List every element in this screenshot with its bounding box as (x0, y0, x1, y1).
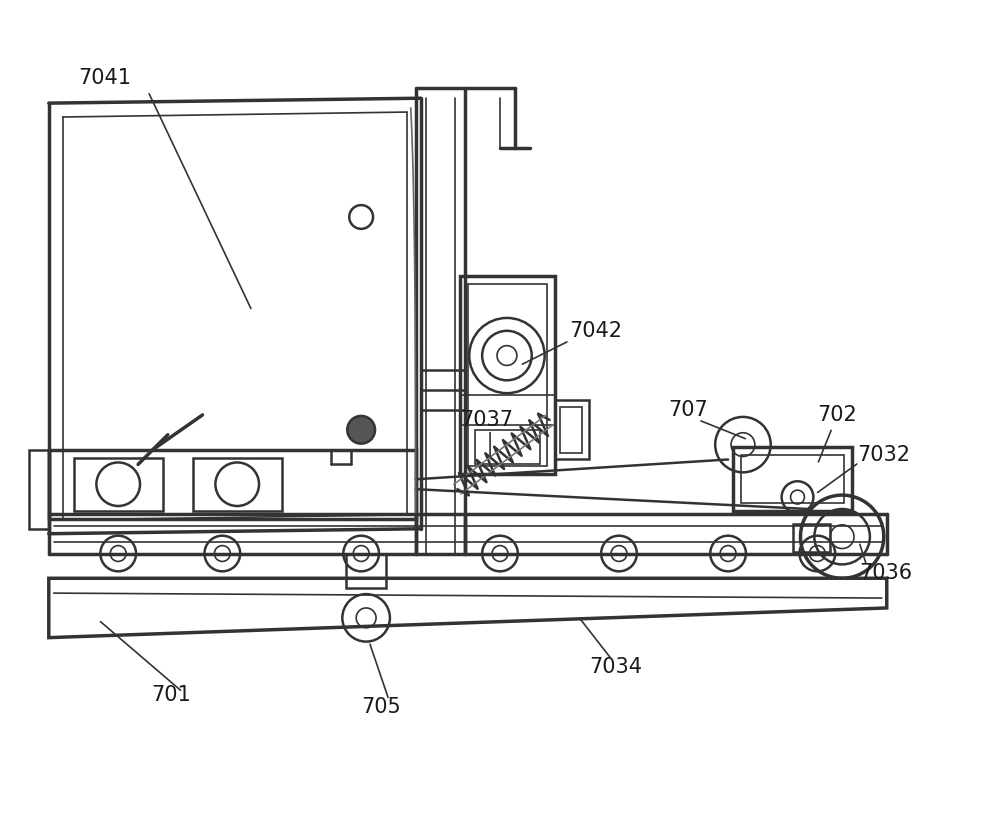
Bar (346, 554, 386, 588)
Text: 7041: 7041 (79, 69, 132, 88)
Text: 707: 707 (669, 400, 708, 420)
Circle shape (347, 416, 375, 443)
Bar (555, 400, 589, 460)
Bar (468, 285, 547, 466)
Text: 7037: 7037 (460, 410, 513, 430)
Text: 7042: 7042 (569, 321, 622, 341)
Bar (460, 276, 555, 474)
Bar (793, 524, 830, 551)
Text: 702: 702 (817, 405, 857, 425)
Bar (475, 429, 540, 465)
Text: 7034: 7034 (589, 658, 642, 677)
Bar (560, 407, 582, 452)
Text: 7036: 7036 (859, 564, 912, 583)
Bar (741, 455, 844, 503)
Text: 7032: 7032 (857, 444, 910, 465)
Bar (74, 457, 163, 511)
Bar (193, 457, 282, 511)
Bar (49, 450, 416, 519)
Bar (733, 447, 852, 511)
Bar (29, 450, 49, 528)
Text: 701: 701 (151, 685, 191, 705)
Text: 705: 705 (361, 697, 401, 717)
